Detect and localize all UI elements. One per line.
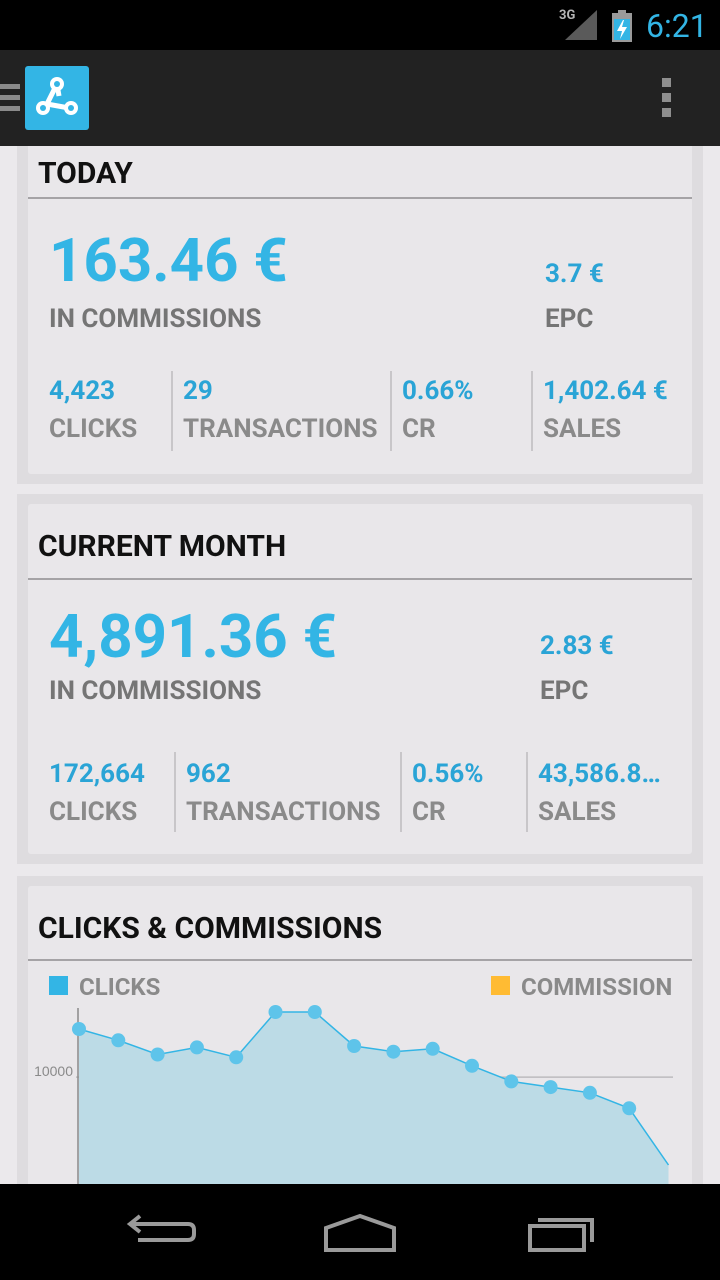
clicks-point <box>150 1047 165 1062</box>
clicks-point <box>72 1022 86 1036</box>
today-stat-clicks: 4,423 CLICKS <box>49 376 137 444</box>
today-epc-label: EPC <box>545 304 594 334</box>
stat-label: TRANSACTIONS <box>186 797 381 827</box>
today-divider <box>28 197 692 199</box>
chart-card-body: CLICKS & COMMISSIONS CLICKS COMMISSION 1… <box>28 886 692 1184</box>
stat-label: SALES <box>543 414 622 444</box>
today-stat-transactions: 29 TRANSACTIONS <box>183 376 377 444</box>
stat-value: 43,586.8… <box>538 759 661 789</box>
legend-commission-label: COMMISSION <box>521 973 673 1001</box>
clicks-point <box>465 1058 479 1073</box>
current-month-card-body: CURRENT MONTH 4,891.36 € IN COMMISSIONS … <box>28 504 692 854</box>
legend-clicks-swatch <box>49 976 68 995</box>
today-title: TODAY <box>38 156 133 191</box>
stat-value: 172,664 <box>49 759 145 789</box>
navigation-bar <box>0 1184 720 1280</box>
battery-charging-icon <box>612 10 632 42</box>
status-bar: 3G 6:21 <box>0 0 720 50</box>
stat-value: 1,402.64 € <box>543 376 668 406</box>
signal-icon <box>565 10 597 40</box>
chart-divider <box>28 959 692 961</box>
stat-label: SALES <box>538 797 617 827</box>
month-commissions-value: 4,891.36 € <box>49 601 338 672</box>
stat-value: 962 <box>186 759 231 789</box>
today-stat-sales: 1,402.64 € SALES <box>543 376 668 444</box>
clicks-point <box>111 1033 126 1048</box>
chart-title: CLICKS & COMMISSIONS <box>38 911 383 946</box>
clicks-point <box>268 1005 283 1019</box>
clicks-point <box>189 1040 204 1055</box>
today-epc-value: 3.7 € <box>545 259 604 289</box>
clicks-point <box>386 1044 401 1059</box>
month-stat-sales: 43,586.8… SALES <box>538 759 661 827</box>
month-epc-value: 2.83 € <box>540 631 614 661</box>
stat-separator <box>400 752 402 832</box>
clicks-point <box>229 1050 244 1065</box>
today-stat-cr: 0.66% CR <box>402 376 474 444</box>
stat-label: CR <box>402 414 436 444</box>
clock: 6:21 <box>646 7 708 45</box>
current-month-title: CURRENT MONTH <box>38 529 287 564</box>
stat-separator <box>171 371 173 451</box>
legend-commission-swatch <box>491 976 510 995</box>
stat-label: CLICKS <box>49 797 138 827</box>
today-card: TODAY 163.46 € IN COMMISSIONS 3.7 € EPC … <box>17 146 703 484</box>
stat-label: TRANSACTIONS <box>183 414 378 444</box>
back-icon[interactable] <box>110 1202 210 1262</box>
overflow-menu-icon[interactable] <box>656 78 676 122</box>
recent-apps-icon[interactable] <box>512 1202 612 1262</box>
month-stat-transactions: 962 TRANSACTIONS <box>186 759 380 827</box>
stat-value: 4,423 <box>49 376 116 406</box>
clicks-point <box>543 1080 558 1095</box>
stat-label: CR <box>412 797 446 827</box>
stat-separator <box>174 752 176 832</box>
stat-separator <box>531 371 533 451</box>
month-stat-cr: 0.56% CR <box>412 759 484 827</box>
month-stat-clicks: 172,664 CLICKS <box>49 759 145 827</box>
stat-value: 29 <box>183 376 213 406</box>
clicks-point <box>307 1005 322 1019</box>
chart-card: CLICKS & COMMISSIONS CLICKS COMMISSION 1… <box>17 876 703 1184</box>
today-commissions-value: 163.46 € <box>49 225 288 296</box>
home-icon[interactable] <box>310 1202 410 1262</box>
y-tick-label: 10000 <box>34 1063 73 1079</box>
month-epc-label: EPC <box>540 676 589 706</box>
current-month-divider <box>28 578 692 580</box>
legend-clicks-label: CLICKS <box>79 973 161 1001</box>
clicks-area <box>79 1012 669 1184</box>
action-bar <box>0 50 720 146</box>
clicks-point <box>504 1074 519 1089</box>
clicks-point <box>347 1039 362 1053</box>
clicks-line <box>78 1011 670 1166</box>
stat-label: CLICKS <box>49 414 138 444</box>
today-commissions-label: IN COMMISSIONS <box>49 304 262 334</box>
stat-separator <box>390 371 392 451</box>
stat-value: 0.56% <box>412 759 484 789</box>
stat-separator <box>526 752 528 832</box>
clicks-point <box>425 1041 440 1056</box>
app-logo-icon[interactable] <box>25 66 89 130</box>
stat-value: 0.66% <box>402 376 474 406</box>
current-month-card: CURRENT MONTH 4,891.36 € IN COMMISSIONS … <box>17 494 703 864</box>
month-commissions-label: IN COMMISSIONS <box>49 676 262 706</box>
clicks-point <box>582 1085 597 1100</box>
clicks-point <box>622 1101 637 1116</box>
today-card-body: TODAY 163.46 € IN COMMISSIONS 3.7 € EPC … <box>28 146 692 474</box>
dashboard-content[interactable]: TODAY 163.46 € IN COMMISSIONS 3.7 € EPC … <box>0 146 720 1184</box>
clicks-commissions-chart: 10000 <box>34 1005 673 1184</box>
drawer-icon[interactable] <box>0 84 20 114</box>
network-type: 3G <box>559 8 576 23</box>
network-logo-icon <box>36 77 78 115</box>
